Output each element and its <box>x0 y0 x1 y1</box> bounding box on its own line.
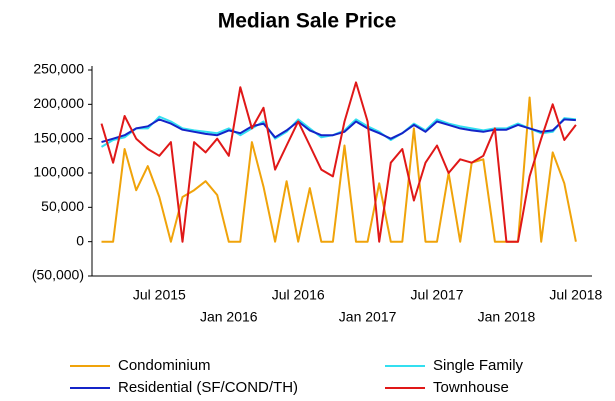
y-tick-label: 50,000 <box>41 198 84 214</box>
x-tick-label: Jan 2016 <box>200 309 258 325</box>
y-tick-label: 200,000 <box>33 95 84 111</box>
x-tick-label: Jul 2016 <box>272 287 325 303</box>
series-line <box>100 115 577 148</box>
x-tick-label: Jul 2018 <box>549 287 602 303</box>
series-line <box>101 118 576 144</box>
x-tick-label: Jan 2018 <box>478 309 536 325</box>
y-tick-label: 0 <box>76 232 84 248</box>
x-tick-label: Jul 2017 <box>411 287 464 303</box>
y-tick-label: 250,000 <box>33 61 84 77</box>
y-tick-label: (50,000) <box>32 267 84 283</box>
legend-label: Condominium <box>118 357 211 374</box>
x-tick-label: Jul 2015 <box>133 287 186 303</box>
chart-title: Median Sale Price <box>218 10 397 33</box>
legend-label: Single Family <box>433 357 524 374</box>
y-tick-label: 150,000 <box>33 129 84 145</box>
y-tick-label: 100,000 <box>33 164 84 180</box>
legend-label: Residential (SF/COND/TH) <box>118 379 298 396</box>
series-line <box>101 96 577 243</box>
legend-label: Townhouse <box>433 379 509 396</box>
series-line <box>100 81 577 243</box>
x-tick-label: Jan 2017 <box>339 309 397 325</box>
